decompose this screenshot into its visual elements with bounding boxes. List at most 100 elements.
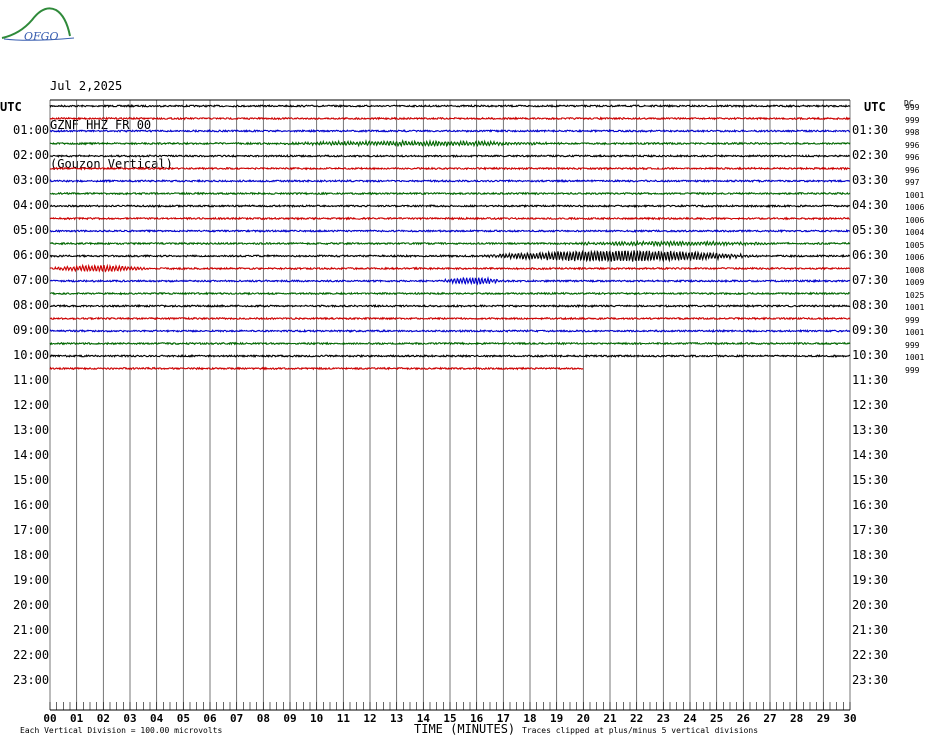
x-tick-label: 13 bbox=[390, 712, 403, 725]
dc-offset-label: 997 bbox=[905, 178, 920, 187]
right-hour-label: 05:30 bbox=[852, 223, 889, 237]
left-hour-label: 15:00 bbox=[13, 473, 50, 487]
dc-offset-label: 1008 bbox=[905, 265, 925, 275]
seismic-trace bbox=[49, 166, 851, 171]
seismic-trace bbox=[49, 178, 851, 184]
dc-offset-label: 1004 bbox=[905, 228, 925, 237]
right-hour-label: 10:30 bbox=[852, 348, 889, 362]
right-hour-label: 14:30 bbox=[852, 448, 889, 462]
right-hour-label: 02:30 bbox=[852, 148, 889, 162]
x-tick-label: 06 bbox=[203, 712, 217, 725]
left-hour-label: 21:00 bbox=[13, 623, 50, 637]
dc-offset-label: 1001 bbox=[905, 190, 925, 200]
seismic-trace bbox=[49, 216, 851, 221]
left-hour-label: 19:00 bbox=[13, 573, 50, 587]
x-tick-label: 28 bbox=[790, 712, 803, 725]
dc-offset-label: 999 bbox=[905, 365, 920, 375]
seismic-trace bbox=[49, 153, 850, 159]
x-tick-label: 12 bbox=[363, 712, 376, 725]
right-hour-label: 07:30 bbox=[852, 273, 889, 287]
left-hour-label: 09:00 bbox=[13, 323, 50, 337]
right-hour-label: 19:30 bbox=[852, 573, 889, 587]
dc-offset-label: 1025 bbox=[905, 290, 925, 300]
dc-offset-label: 1005 bbox=[905, 240, 925, 250]
right-hour-label: 12:30 bbox=[852, 398, 889, 412]
logo-text: OFGO bbox=[24, 30, 58, 43]
right-hour-label: 15:30 bbox=[852, 473, 889, 487]
x-tick-label: 07 bbox=[230, 712, 243, 725]
dc-offset-label: 998 bbox=[905, 128, 920, 137]
left-hour-label: 06:00 bbox=[13, 248, 50, 262]
right-hour-label: 06:30 bbox=[852, 248, 889, 262]
seismic-trace bbox=[49, 366, 584, 371]
left-hour-label: 12:00 bbox=[13, 398, 50, 412]
seismic-trace bbox=[49, 328, 851, 334]
left-hour-label: 20:00 bbox=[13, 598, 50, 612]
dc-offset-label: 1006 bbox=[905, 203, 925, 212]
x-tick-label: 09 bbox=[283, 712, 296, 725]
dc-offset-label: 999 bbox=[905, 315, 920, 325]
left-utc-header: UTC bbox=[0, 100, 22, 114]
left-hour-label: 16:00 bbox=[13, 498, 50, 512]
x-tick-label: 29 bbox=[817, 712, 830, 725]
seismic-trace bbox=[49, 263, 851, 273]
dc-header: DC bbox=[904, 99, 914, 108]
x-tick-label: 21 bbox=[603, 712, 617, 725]
dc-offset-label: 996 bbox=[905, 153, 920, 162]
x-tick-label: 23 bbox=[657, 712, 670, 725]
seismic-trace bbox=[49, 249, 850, 263]
seismic-trace bbox=[49, 228, 851, 234]
left-hour-label: 17:00 bbox=[13, 523, 50, 537]
x-tick-label: 17 bbox=[497, 712, 510, 725]
x-tick-label: 10 bbox=[310, 712, 323, 725]
record-date: Jul 2,2025 bbox=[50, 79, 123, 93]
clip-note: Traces clipped at plus/minus 5 vertical … bbox=[522, 726, 759, 735]
right-hour-label: 18:30 bbox=[852, 548, 889, 562]
x-tick-label: 08 bbox=[257, 712, 270, 725]
right-hour-label: 01:30 bbox=[852, 123, 889, 137]
left-hour-label: 14:00 bbox=[13, 448, 50, 462]
right-hour-label: 03:30 bbox=[852, 173, 889, 187]
seismic-trace bbox=[49, 128, 851, 134]
dc-offset-label: 999 bbox=[905, 340, 920, 350]
right-hour-label: 17:30 bbox=[852, 523, 889, 537]
seismic-trace bbox=[49, 353, 851, 359]
left-hour-label: 02:00 bbox=[13, 148, 50, 162]
x-tick-label: 27 bbox=[763, 712, 776, 725]
right-hour-label: 13:30 bbox=[852, 423, 889, 437]
x-tick-label: 14 bbox=[417, 712, 431, 725]
left-hour-label: 07:00 bbox=[13, 273, 50, 287]
scale-note: Each Vertical Division = 100.00 microvol… bbox=[20, 726, 223, 735]
ofgo-logo: OFGO bbox=[1, 7, 75, 43]
x-tick-label: 01 bbox=[70, 712, 84, 725]
right-hour-label: 09:30 bbox=[852, 323, 889, 337]
left-hour-label: 23:00 bbox=[13, 673, 50, 687]
x-axis-title: TIME (MINUTES) bbox=[414, 722, 516, 736]
right-hour-label: 08:30 bbox=[852, 298, 889, 312]
seismic-trace bbox=[49, 341, 851, 346]
x-tick-label: 03 bbox=[123, 712, 136, 725]
x-tick-label: 11 bbox=[337, 712, 351, 725]
x-tick-label: 16 bbox=[470, 712, 484, 725]
dc-offset-label: 1006 bbox=[905, 215, 925, 225]
x-tick-label: 25 bbox=[710, 712, 723, 725]
seismic-trace bbox=[49, 103, 851, 109]
x-tick-label: 22 bbox=[630, 712, 643, 725]
x-tick-label: 05 bbox=[177, 712, 190, 725]
dc-offset-label: 1006 bbox=[905, 253, 925, 262]
x-tick-label: 04 bbox=[150, 712, 164, 725]
right-utc-header: UTC bbox=[864, 100, 886, 114]
left-hour-label: 10:00 bbox=[13, 348, 50, 362]
x-tick-label: 24 bbox=[683, 712, 697, 725]
seismic-trace bbox=[49, 291, 850, 296]
dc-offset-label: 996 bbox=[905, 140, 920, 150]
header-block: Jul 2,2025 GZNF HHZ FR 00 (Gouzon Vertic… bbox=[50, 54, 173, 184]
seismic-trace bbox=[49, 303, 851, 309]
left-hour-label: 05:00 bbox=[13, 223, 50, 237]
seismic-trace bbox=[49, 275, 851, 286]
x-tick-label: 15 bbox=[443, 712, 456, 725]
seismic-trace bbox=[49, 239, 851, 248]
dc-offset-label: 996 bbox=[905, 165, 920, 175]
right-hour-label: 04:30 bbox=[852, 198, 889, 212]
x-tick-label: 26 bbox=[737, 712, 751, 725]
